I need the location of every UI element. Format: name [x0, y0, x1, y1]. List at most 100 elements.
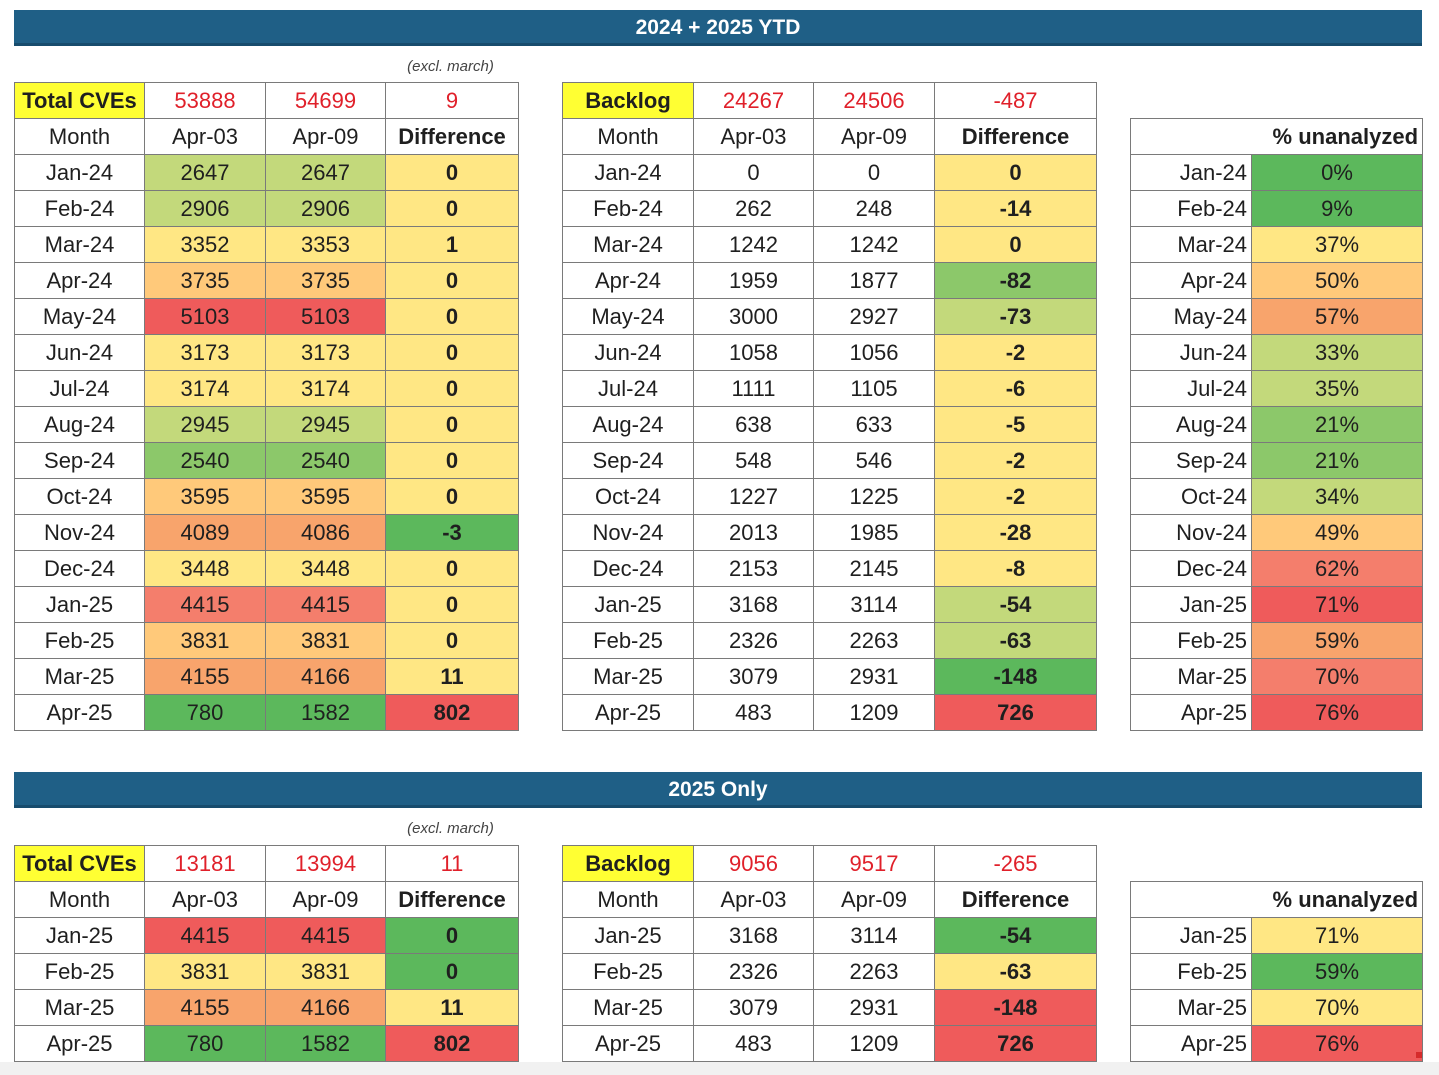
month-cell: Jan-25 [1130, 917, 1252, 954]
month-cell: Feb-25 [14, 953, 145, 990]
total-cves-table: Total CVEs 13181 13994 11 Month Apr-03 Apr-09 D… [14, 845, 519, 1062]
percent-cell: 0% [1250, 154, 1424, 191]
table-row: Jan-25 4415 4415 0 [14, 917, 519, 954]
table-row: Jul-24 1111 1105 -6 [562, 370, 1097, 407]
table-row: Apr-25 483 1209 726 [562, 694, 1097, 731]
month-cell: Apr-25 [1130, 694, 1252, 731]
marker-dot [1416, 1052, 1422, 1058]
value-cell: 0 [385, 622, 519, 659]
month-cell: Oct-24 [562, 478, 694, 515]
total-difference: 9 [385, 82, 519, 119]
table-row: Apr-25 483 1209 726 [562, 1025, 1097, 1062]
value-cell: 0 [934, 154, 1097, 191]
column-header: Apr-09 [813, 118, 935, 155]
table-row: Oct-24 1227 1225 -2 [562, 478, 1097, 515]
month-cell: Mar-25 [562, 989, 694, 1026]
value-cell: 2263 [813, 953, 935, 990]
value-cell: -2 [934, 442, 1097, 479]
value-cell: 1227 [693, 478, 814, 515]
column-header: Difference [934, 118, 1097, 155]
value-cell: 0 [385, 917, 519, 954]
value-cell: 3114 [813, 586, 935, 623]
value-cell: 1225 [813, 478, 935, 515]
value-cell: 248 [813, 190, 935, 227]
table-row: Apr-25 780 1582 802 [14, 1025, 519, 1062]
total-apr09: 9517 [813, 845, 935, 882]
value-cell: 4415 [265, 586, 386, 623]
percent-cell: 71% [1250, 586, 1424, 623]
value-cell: -148 [934, 658, 1097, 695]
value-cell: 3079 [693, 658, 814, 695]
month-cell: Apr-24 [562, 262, 694, 299]
percent-cell: 35% [1250, 370, 1424, 407]
table-row: Feb-25 59% [1130, 953, 1424, 990]
value-cell: 1959 [693, 262, 814, 299]
table-row: Feb-25 3831 3831 0 [14, 622, 519, 659]
percent-cell: 21% [1250, 406, 1424, 443]
value-cell: -63 [934, 622, 1097, 659]
column-header: Difference [385, 118, 519, 155]
month-cell: Jun-24 [1130, 334, 1252, 371]
table-row: Mar-25 4155 4166 11 [14, 658, 519, 695]
section-banner-2025: 2025 Only [14, 772, 1422, 808]
table-row: Feb-25 2326 2263 -63 [562, 953, 1097, 990]
table-row: Mar-25 3079 2931 -148 [562, 658, 1097, 695]
backlog-table: Backlog 24267 24506 -487 Month Apr-03 Apr-09 Di… [562, 82, 1097, 731]
value-cell: -6 [934, 370, 1097, 407]
table-row: Apr-24 3735 3735 0 [14, 262, 519, 299]
value-cell: 3831 [144, 953, 266, 990]
month-cell: May-24 [562, 298, 694, 335]
value-cell: 3831 [265, 622, 386, 659]
value-cell: 2145 [813, 550, 935, 587]
percent-cell: 21% [1250, 442, 1424, 479]
table-row: Jan-25 71% [1130, 586, 1424, 623]
value-cell: 3831 [144, 622, 266, 659]
total-apr03: 13181 [144, 845, 266, 882]
value-cell: 780 [144, 694, 266, 731]
month-cell: Mar-25 [14, 658, 145, 695]
column-header: Apr-03 [144, 881, 266, 918]
percent-cell: 59% [1250, 622, 1424, 659]
percent-cell: 76% [1250, 694, 1424, 731]
month-cell: Jul-24 [562, 370, 694, 407]
percent-cell: 70% [1250, 989, 1424, 1026]
month-cell: May-24 [14, 298, 145, 335]
total-cves-table: Total CVEs 53888 54699 9 Month Apr-03 Apr-09 Di… [14, 82, 519, 731]
pct-unanalyzed-table: % unanalyzed Jan-25 71% Feb-25 59% Mar-25 70% A… [1129, 881, 1424, 1062]
percent-cell: 76% [1250, 1025, 1424, 1062]
value-cell: 1877 [813, 262, 935, 299]
month-cell: Jan-25 [14, 586, 145, 623]
pct-unanalyzed-header: % unanalyzed [1129, 881, 1424, 918]
month-cell: Jul-24 [1130, 370, 1252, 407]
percent-cell: 71% [1250, 917, 1424, 954]
table-row: Mar-25 70% [1130, 658, 1424, 695]
value-cell: 0 [385, 406, 519, 443]
value-cell: 3174 [144, 370, 266, 407]
value-cell: 4166 [265, 989, 386, 1026]
month-cell: Mar-24 [1130, 226, 1252, 263]
value-cell: 2013 [693, 514, 814, 551]
value-cell: 0 [385, 190, 519, 227]
value-cell: 802 [385, 694, 519, 731]
table-row: Mar-24 3352 3353 1 [14, 226, 519, 263]
month-cell: Jan-25 [1130, 586, 1252, 623]
value-cell: 3000 [693, 298, 814, 335]
table-row: Feb-25 3831 3831 0 [14, 953, 519, 990]
totals-row: Total CVEs 53888 54699 9 [14, 82, 519, 119]
value-cell: 1058 [693, 334, 814, 371]
month-cell: Aug-24 [562, 406, 694, 443]
month-cell: Apr-25 [562, 1025, 694, 1062]
backlog-label: Backlog [562, 845, 694, 882]
header-row: Month Apr-03 Apr-09 Difference [562, 118, 1097, 155]
value-cell: 3353 [265, 226, 386, 263]
table-row: Oct-24 3595 3595 0 [14, 478, 519, 515]
month-cell: Sep-24 [14, 442, 145, 479]
month-cell: Feb-25 [1130, 622, 1252, 659]
month-cell: Apr-24 [14, 262, 145, 299]
table-row: May-24 5103 5103 0 [14, 298, 519, 335]
total-apr09: 54699 [265, 82, 386, 119]
month-cell: Mar-25 [562, 658, 694, 695]
value-cell: 5103 [144, 298, 266, 335]
total-apr03: 24267 [693, 82, 814, 119]
value-cell: 1056 [813, 334, 935, 371]
